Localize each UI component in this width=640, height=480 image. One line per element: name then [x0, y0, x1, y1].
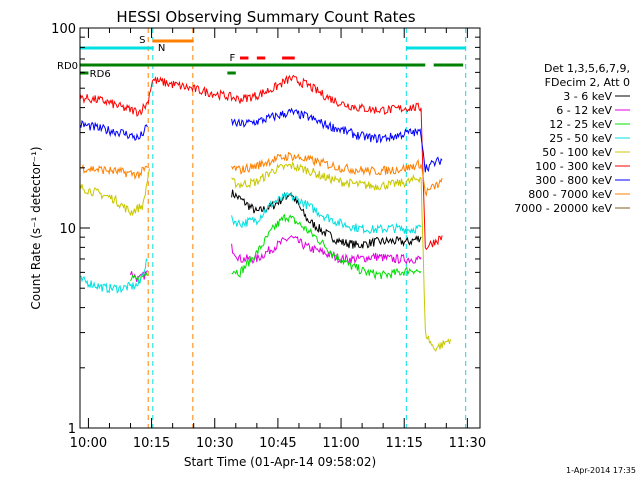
series-trace-6-1 — [231, 107, 443, 173]
flag-label-f: F — [229, 53, 235, 64]
axes: 1 10 100 10:00 10:15 10:30 10:45 11:00 11:15 11:3… — [51, 22, 486, 451]
legend-entry-label: 100 - 300 keV — [535, 160, 612, 173]
series-trace-4-0 — [79, 168, 150, 217]
series-trace-0-0 — [231, 189, 422, 249]
y-axis-label: Count Rate (s⁻¹ detector⁻¹) — [29, 146, 43, 309]
legend-title-line-2: FDecim 2, Att 0 — [545, 76, 630, 89]
legend-title-line-1: Det 1,3,5,6,7,9, — [544, 62, 630, 75]
legend-entry-label: 7000 - 20000 keV — [514, 202, 612, 215]
series-trace-6-0 — [79, 120, 148, 141]
flag-label-rd6: RD6 — [90, 69, 111, 80]
x-tick-label: 11:30 — [449, 436, 486, 451]
y-tick-label: 100 — [51, 22, 76, 37]
footer-date: 1-Apr-2014 17:35 — [566, 466, 636, 475]
x-tick-label: 10:15 — [133, 436, 170, 451]
x-tick-label: 10:00 — [70, 436, 107, 451]
series-trace-7-1 — [231, 151, 443, 197]
legend-entry-label: 25 - 50 keV — [549, 132, 612, 145]
x-axis-label: Start Time (01-Apr-14 09:58:02) — [184, 455, 376, 469]
plot-frame — [79, 27, 481, 429]
x-tick-label: 11:15 — [385, 436, 422, 451]
series-trace-4-1 — [231, 161, 451, 352]
legend-entry-label: 12 - 25 keV — [549, 118, 612, 131]
legend-entry-label: 6 - 12 keV — [556, 104, 612, 117]
x-tick-label: 10:45 — [259, 436, 296, 451]
flag-label-n: N — [158, 43, 165, 54]
series-trace-5-0 — [79, 74, 443, 251]
x-tick-label: 10:30 — [196, 436, 233, 451]
chart-title: HESSI Observing Summary Count Rates — [116, 8, 415, 26]
series-trace-7-0 — [80, 163, 148, 181]
legend: Det 1,3,5,6,7,9, FDecim 2, Att 0 3 - 6 k… — [514, 62, 630, 215]
series-trace-3-0 — [80, 257, 148, 294]
y-tick-label: 1 — [68, 422, 76, 437]
plot-area: S N F RD0 RD6 — [57, 28, 467, 428]
flag-label-rd0: RD0 — [57, 61, 78, 72]
legend-entry-label: 300 - 800 keV — [535, 174, 612, 187]
series-trace-3-1 — [231, 191, 422, 235]
legend-entry-label: 50 - 100 keV — [542, 146, 612, 159]
legend-entry-label: 3 - 6 keV — [563, 90, 612, 103]
series-trace-2-1 — [231, 213, 422, 281]
flag-label-s: S — [139, 35, 145, 46]
y-tick-label: 10 — [59, 222, 76, 237]
legend-entry-label: 800 - 7000 keV — [528, 188, 612, 201]
x-tick-label: 11:00 — [322, 436, 359, 451]
series-trace-1-1 — [231, 235, 422, 265]
